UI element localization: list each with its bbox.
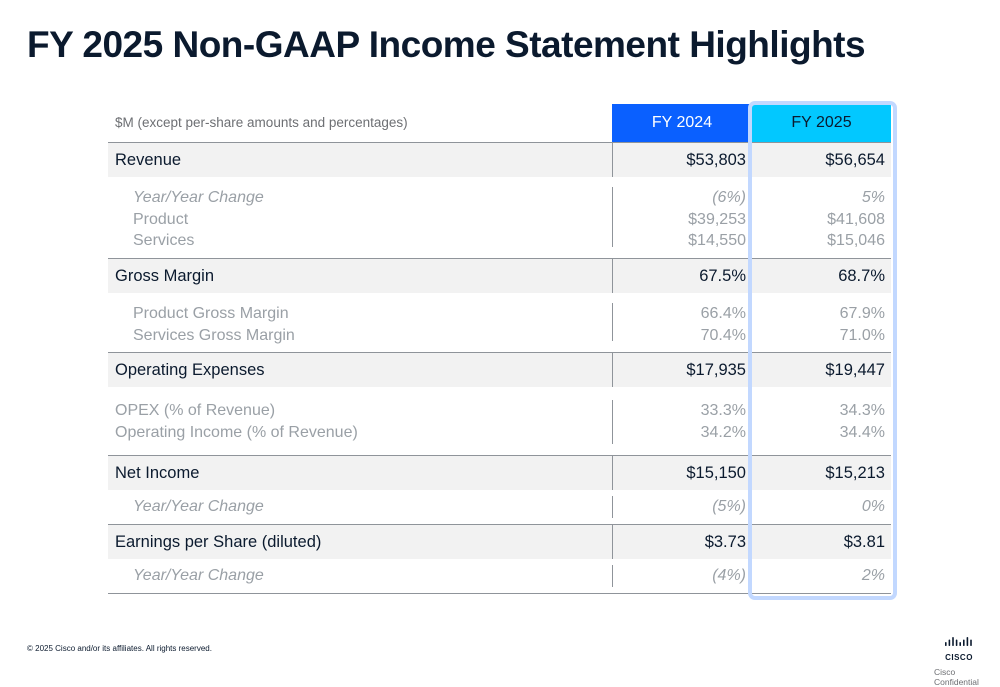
row-label: Earnings per Share (diluted) bbox=[115, 533, 322, 551]
sub-label: Product Gross Margin bbox=[133, 305, 289, 322]
sub-label: Year/Year Change bbox=[133, 189, 264, 206]
page-title: FY 2025 Non-GAAP Income Statement Highli… bbox=[27, 24, 866, 65]
table-row-eps: Earnings per Share (diluted) $3.73 $3.81 bbox=[108, 525, 891, 559]
row-label: Revenue bbox=[115, 151, 182, 169]
value-fy2025: $3.81 bbox=[843, 533, 885, 551]
sub-value-fy2024: 34.2% bbox=[700, 423, 746, 441]
sub-value-fy2024: 66.4% bbox=[700, 305, 746, 322]
sub-value-fy2025: 2% bbox=[861, 567, 885, 584]
row-label: Operating Expenses bbox=[115, 361, 265, 379]
cisco-bridge-icon bbox=[945, 637, 972, 646]
value-fy2024: $3.73 bbox=[612, 525, 752, 559]
row-label: Gross Margin bbox=[115, 267, 215, 285]
table-row-revenue: Revenue $53,803 $56,654 bbox=[108, 143, 891, 177]
table-header-row: $M (except per-share amounts and percent… bbox=[108, 104, 891, 143]
sub-value-fy2025: 34.4% bbox=[839, 423, 885, 441]
sub-label: Services bbox=[133, 232, 195, 249]
value-fy2025: $15,213 bbox=[825, 464, 885, 482]
sub-label: Year/Year Change bbox=[133, 498, 264, 515]
value-fy2024: 67.5% bbox=[612, 259, 752, 293]
value-fy2025: $56,654 bbox=[825, 151, 885, 169]
sub-label: Product bbox=[133, 210, 189, 228]
sub-value-fy2024: 70.4% bbox=[700, 326, 746, 344]
sub-value-fy2025: $41,608 bbox=[827, 210, 885, 228]
row-label: Net Income bbox=[115, 464, 200, 482]
sub-value-fy2025: 71.0% bbox=[839, 326, 885, 344]
value-fy2024: $15,150 bbox=[612, 456, 752, 490]
table-subrows-revenue: Year/Year Change Product Services (6%) $… bbox=[108, 177, 891, 259]
table-subrows-gross-margin: Product Gross Margin Services Gross Marg… bbox=[108, 293, 891, 353]
table-subrows-opex: OPEX (% of Revenue) Operating Income (% … bbox=[108, 387, 891, 456]
sub-label: OPEX (% of Revenue) bbox=[115, 402, 276, 419]
cisco-wordmark: CISCO bbox=[945, 653, 973, 662]
sub-label: Year/Year Change bbox=[133, 567, 264, 584]
confidential-label: Cisco Confidential bbox=[934, 667, 979, 687]
income-statement-table: $M (except per-share amounts and percent… bbox=[108, 104, 891, 594]
sub-value-fy2025: 5% bbox=[861, 189, 885, 206]
sub-value-fy2025: $15,046 bbox=[827, 232, 885, 249]
table-row-operating-expenses: Operating Expenses $17,935 $19,447 bbox=[108, 353, 891, 387]
sub-value-fy2025: 67.9% bbox=[839, 305, 885, 322]
table-subrows-net-income: Year/Year Change (5%) 0% bbox=[108, 490, 891, 525]
copyright-notice: © 2025 Cisco and/or its affiliates. All … bbox=[27, 644, 212, 653]
value-fy2025: 68.7% bbox=[838, 267, 885, 285]
sub-value-fy2024: $14,550 bbox=[688, 232, 746, 249]
col-header-fy2024: FY 2024 bbox=[612, 104, 752, 142]
sub-label: Operating Income (% of Revenue) bbox=[115, 423, 358, 441]
table-row-gross-margin: Gross Margin 67.5% 68.7% bbox=[108, 259, 891, 293]
sub-value-fy2024: (5%) bbox=[712, 498, 746, 515]
sub-value-fy2025: 0% bbox=[861, 498, 885, 515]
table-subrows-eps: Year/Year Change (4%) 2% bbox=[108, 559, 891, 594]
sub-label: Services Gross Margin bbox=[133, 326, 295, 344]
sub-value-fy2024: $39,253 bbox=[688, 210, 746, 228]
value-fy2024: $17,935 bbox=[612, 353, 752, 387]
sub-value-fy2024: (4%) bbox=[712, 567, 746, 584]
col-header-fy2025: FY 2025 bbox=[752, 104, 891, 142]
table-row-net-income: Net Income $15,150 $15,213 bbox=[108, 456, 891, 490]
sub-value-fy2025: 34.3% bbox=[839, 402, 885, 419]
sub-value-fy2024: (6%) bbox=[712, 189, 746, 206]
units-label: $M (except per-share amounts and percent… bbox=[115, 115, 408, 130]
value-fy2024: $53,803 bbox=[612, 143, 752, 177]
sub-value-fy2024: 33.3% bbox=[700, 402, 746, 419]
cisco-logo: CISCO bbox=[944, 634, 974, 662]
value-fy2025: $19,447 bbox=[825, 361, 885, 379]
